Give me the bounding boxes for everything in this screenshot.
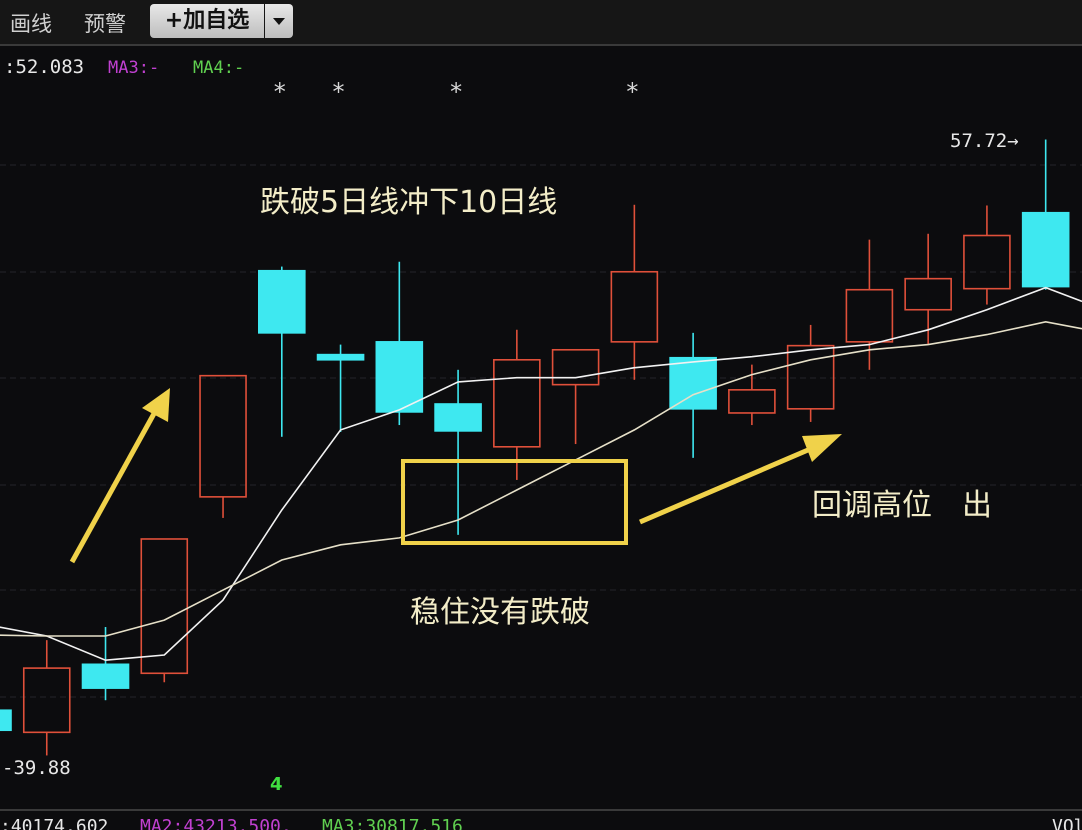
candle xyxy=(257,266,306,437)
candle-body-up xyxy=(610,270,659,343)
candle-body-up xyxy=(963,234,1011,290)
arrow-up-left xyxy=(69,388,170,564)
candle xyxy=(1021,139,1070,290)
ma4-label: MA4:- xyxy=(193,58,244,78)
candle-body-down xyxy=(1021,211,1070,288)
candle-body-up xyxy=(786,344,835,410)
candle-body-down xyxy=(669,356,717,410)
candle xyxy=(610,204,659,380)
candle-body-down xyxy=(257,269,306,334)
caret-down-icon[interactable] xyxy=(265,4,293,38)
candle-body-up xyxy=(140,538,189,675)
candle xyxy=(963,205,1011,305)
candle xyxy=(22,640,71,756)
volume-value: :40174.602 xyxy=(0,816,108,830)
candle xyxy=(199,374,247,518)
volume-label: VOl xyxy=(1052,816,1082,830)
candle-body-up xyxy=(728,389,776,414)
candle xyxy=(316,344,365,432)
indicator-value: :52.083 xyxy=(4,56,84,78)
candle-body-up xyxy=(493,358,541,448)
candle xyxy=(551,348,600,445)
candle-body-down xyxy=(316,353,365,361)
candle-body-up xyxy=(22,667,71,734)
star-marker: * xyxy=(333,78,345,106)
candle xyxy=(669,332,717,458)
candle xyxy=(728,364,776,426)
candle-body-down xyxy=(0,709,12,732)
candle xyxy=(493,329,541,480)
low-price-label: -39.88 xyxy=(2,757,71,779)
hold-annotation: 稳住没有跌破 xyxy=(410,595,590,630)
candle-body-up xyxy=(904,277,952,311)
candle-body-up xyxy=(551,348,600,386)
candle xyxy=(140,538,189,683)
volume-ma3: MA3:30817.516 xyxy=(322,816,463,830)
candle-body-down xyxy=(81,663,130,689)
candle xyxy=(786,324,835,422)
star-marker: * xyxy=(626,78,638,106)
highlight-box xyxy=(401,459,628,545)
toolbar: 画线 预警 +加自选 xyxy=(0,0,1082,46)
candle xyxy=(904,233,952,345)
volume-ma2: MA2:43213.500, xyxy=(140,816,292,830)
high-price-label: 57.72→ xyxy=(950,130,1019,152)
break-annotation: 跌破5日线冲下10日线 xyxy=(260,185,557,220)
signal-marker: 4 xyxy=(270,774,283,795)
ma10-line xyxy=(0,320,1082,637)
candle-body-up xyxy=(199,374,247,498)
candle-body-up xyxy=(845,288,894,343)
candle xyxy=(0,709,12,732)
candle xyxy=(375,261,424,426)
star-marker: * xyxy=(450,78,462,106)
arrow-up-right xyxy=(639,434,842,525)
pullback-annotation: 回调高位 出 xyxy=(812,488,992,523)
alert-button[interactable]: 预警 xyxy=(84,12,126,36)
candle xyxy=(845,239,894,370)
draw-line-button[interactable]: 画线 xyxy=(10,12,52,36)
candle-body-down xyxy=(375,341,424,413)
star-marker: * xyxy=(274,78,286,106)
add-watchlist-button[interactable]: +加自选 xyxy=(150,4,264,38)
ma5-line xyxy=(0,286,1082,662)
candle xyxy=(81,627,130,701)
candle xyxy=(434,369,482,535)
candle-body-down xyxy=(434,403,482,432)
ma3-label: MA3:- xyxy=(108,58,159,78)
